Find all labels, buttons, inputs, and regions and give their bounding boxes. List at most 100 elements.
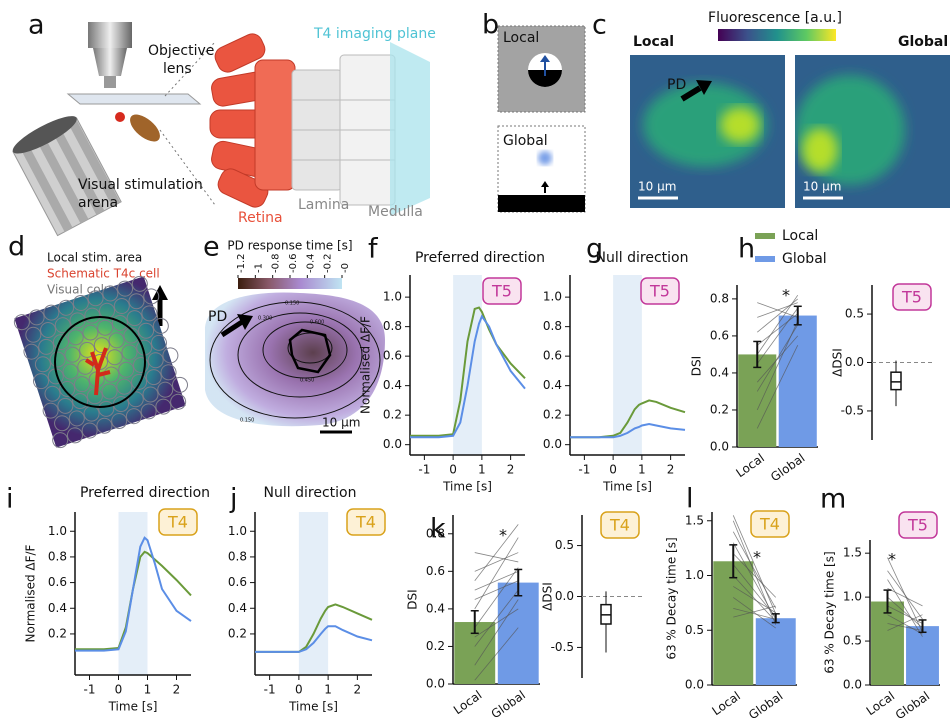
panel-b: b Local Global [482, 10, 586, 213]
bar [713, 561, 754, 685]
panel-letter: g [586, 234, 603, 265]
y-axis-label: DSI [690, 356, 704, 376]
paired-line [474, 567, 519, 628]
objective [88, 22, 132, 48]
badge [892, 283, 932, 311]
visual-column [25, 326, 42, 343]
paired-line [732, 531, 777, 609]
visual-column [40, 321, 57, 338]
y-tick-label: 1.0 [48, 524, 67, 538]
label: T4 imaging plane [313, 26, 436, 42]
x-tick-label: Local [733, 451, 767, 480]
zoom-line [159, 129, 216, 206]
y-tick-label: 0.8 [228, 549, 247, 563]
paired-line [732, 575, 777, 622]
stage [66, 93, 202, 105]
paired-line [733, 597, 776, 629]
imaging-plane [390, 42, 430, 216]
y-tick-label: 0.2 [48, 626, 67, 640]
y-tick-label: -0.5 [841, 403, 864, 417]
heatmap [795, 55, 950, 208]
visual-column [143, 288, 160, 305]
stripe [67, 118, 121, 207]
column [254, 59, 296, 191]
arrow [237, 314, 253, 330]
colorbar-tick-label: -0.4 [305, 253, 316, 273]
label: Lamina [298, 197, 349, 213]
visual-column [96, 417, 113, 434]
label: Medulla [368, 204, 423, 220]
y-tick-label: 0.6 [383, 349, 402, 363]
heatmap [630, 55, 785, 208]
scale-label: 10 µm [803, 180, 841, 194]
visual-column [111, 412, 128, 429]
contour [209, 301, 381, 419]
paired-line [474, 524, 519, 581]
panel-letter: i [6, 484, 14, 515]
y-axis-label: 63 % Decay time [s] [665, 537, 679, 659]
y-axis-label: Normalised ΔF/F [359, 316, 373, 414]
paired-line [756, 324, 799, 392]
y-tick-label: 0.8 [543, 319, 562, 333]
label: Local [503, 30, 539, 46]
y-tick-label: 0.8 [426, 526, 445, 540]
y-tick-label: 1.0 [685, 568, 704, 582]
y-tick-label: 0.4 [48, 601, 67, 615]
arena [12, 116, 122, 237]
contour-label: 0.450 [300, 378, 314, 384]
visual-column [141, 305, 158, 322]
objective [104, 76, 116, 88]
x-tick-label: 1 [324, 683, 332, 697]
visual-column [155, 398, 172, 415]
label: Global [898, 34, 948, 50]
panel-letter: e [203, 232, 220, 263]
paired-line [756, 344, 799, 429]
y-tick-label: 0.2 [383, 408, 402, 422]
paired-line [756, 307, 799, 364]
colorbar-label: PD response time [s] [227, 239, 352, 253]
y-tick-label: 0.0 [710, 440, 729, 454]
fly [130, 114, 160, 142]
bar [497, 582, 539, 684]
x-tick-label: 1 [144, 683, 152, 697]
chart: i Preferred direction 0.2 0.4 0.6 0.8 1.0 Norma… [6, 484, 210, 714]
label: arena [78, 195, 118, 211]
chart: k 0.0 0.2 0.4 0.6 0.8 DSI Local Global * [406, 514, 540, 721]
paired-line [474, 552, 519, 572]
legend-label: Local [782, 228, 818, 244]
x-tick-label: Global [893, 689, 932, 720]
paired-line [733, 605, 776, 618]
visual-column [101, 383, 118, 400]
lamina-columns [291, 54, 396, 206]
paired-line [887, 596, 923, 629]
panel-letter: k [430, 514, 446, 545]
legend-text: Schematic T4c cell [47, 267, 160, 281]
x-tick-label: 2 [667, 463, 675, 477]
panel-letter: a [28, 10, 45, 41]
y-tick-label: 0.4 [426, 601, 445, 615]
colorbar-tick-label: -0.8 [271, 253, 282, 273]
arrow [540, 55, 550, 62]
paired-line [474, 570, 519, 591]
y-tick-label: 0.4 [228, 601, 247, 615]
x-tick-label: -1 [264, 683, 276, 697]
y-tick-label: 0.0 [555, 589, 574, 603]
badge-label: T5 [649, 282, 670, 301]
label: Retina [238, 210, 283, 226]
paired-line [756, 335, 799, 383]
scale-label: 10 µm [322, 416, 360, 430]
badge [158, 508, 198, 536]
visual-column [150, 334, 167, 351]
visual-column [57, 397, 74, 414]
colorbar [718, 29, 836, 41]
colorbar-tick-label: -1 [253, 263, 264, 273]
y-tick-label: 0.6 [543, 349, 562, 363]
y-tick-label: 0.2 [426, 639, 445, 653]
arena-top [12, 116, 77, 154]
label: lens [163, 61, 192, 77]
line-series [255, 625, 373, 653]
y-tick-label: 0.6 [48, 575, 67, 589]
legend-swatch [755, 256, 775, 262]
x-tick-label: -1 [578, 463, 590, 477]
